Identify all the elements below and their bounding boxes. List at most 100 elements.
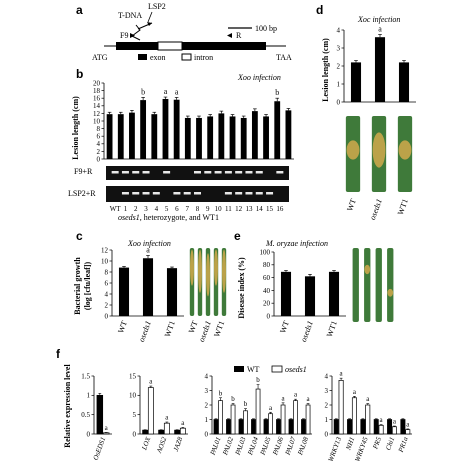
legend-wt-swatch (234, 366, 244, 372)
y-tick-label: 12 (93, 110, 101, 118)
y-tick-label: 2 (97, 148, 101, 156)
significance-letter: b (219, 389, 223, 397)
gel-lane-label: 16 (276, 205, 284, 213)
significance-letter: a (181, 419, 185, 427)
gene-label: PR1a (397, 435, 410, 454)
bar-oseds1 (338, 380, 344, 435)
gel-band-row2 (235, 192, 243, 195)
intron-block (157, 41, 183, 51)
bar (350, 62, 362, 102)
gel-lane-label: 11 (225, 205, 232, 213)
y-tick-label: 12 (101, 246, 109, 254)
bar-wt (251, 419, 256, 435)
tdna-label: T-DNA (118, 11, 142, 20)
bar-wt (226, 419, 231, 435)
y-tick-label: 0 (87, 430, 91, 438)
gel-caption-rest: , heterozygote, and WT1 (140, 213, 219, 222)
gel-band-row1 (111, 171, 119, 174)
y-tick-label: 18 (93, 87, 101, 95)
bar-oseds1 (102, 432, 110, 435)
y-tick-label: 0 (205, 430, 209, 438)
gel-lane-label: 1 (124, 205, 128, 213)
panel-e: e M. oryzae infection Disease index (%) … (234, 229, 396, 343)
y-tick-label: 1.5 (81, 372, 90, 380)
gel-band-row2 (152, 192, 160, 195)
y-tick-label: 20 (263, 300, 271, 308)
tdna-arrowhead (147, 22, 152, 26)
bar-wt (213, 419, 219, 435)
gel-lane-label: 6 (175, 205, 179, 213)
r-arrow (227, 33, 232, 38)
bar (285, 110, 292, 159)
y-tick-label: 1 (87, 392, 91, 400)
gel-lane-label: 8 (196, 205, 200, 213)
gel-row2-label: LSP2+R (68, 189, 96, 198)
gel-band-row1 (276, 171, 284, 174)
y-tick-label: 8 (97, 125, 101, 133)
panel-d-ylabel: Lesion length (cm) (321, 38, 330, 102)
gel-band-row2 (255, 192, 263, 195)
bar (129, 112, 135, 159)
leaf-lesion (206, 253, 210, 297)
gene-label: LOX (140, 435, 153, 452)
bar-oseds1 (147, 387, 154, 435)
gel-lane-label: 2 (134, 205, 138, 213)
y-tick-label: 1 (205, 416, 209, 424)
gel-lane-label: 3 (144, 205, 148, 213)
panel-label-c: c (76, 229, 83, 243)
y-tick-label: 0 (105, 312, 109, 320)
gel-band-row1 (142, 171, 150, 174)
gel-band-row2 (266, 192, 274, 195)
bar (263, 116, 269, 159)
gene-label: WRKY13 (327, 435, 343, 462)
leaf-lesion (387, 288, 394, 297)
panel-e-leaf-photo (350, 246, 396, 324)
bar-oseds1 (179, 427, 186, 435)
gel-band-row2 (183, 192, 191, 195)
f9-arrow (130, 33, 135, 38)
y-tick-label: 1 (337, 80, 341, 88)
leaf-photo-label: WT1 (396, 198, 410, 217)
panel-e-ylabel: Disease index (%) (237, 257, 246, 319)
exon-block-2 (182, 42, 266, 50)
bar (218, 113, 225, 159)
bar-oseds1 (255, 388, 261, 435)
panel-c-ylabel2: (log [cfu/leaf]) (83, 262, 92, 311)
bar (140, 100, 147, 159)
y-tick-label: 2 (337, 62, 341, 70)
gel-lane-label: 12 (235, 205, 243, 213)
panel-label-a: a (76, 3, 83, 17)
significance-letter: a (406, 420, 410, 428)
bar (280, 271, 292, 316)
bar-oseds1 (280, 404, 286, 435)
bar (118, 267, 130, 316)
bar (142, 258, 154, 316)
bar-oseds1 (293, 400, 298, 435)
x-tick-label: WT1 (325, 320, 339, 339)
f9-label: F9 (120, 31, 128, 40)
y-tick-label: 0 (97, 155, 101, 163)
y-tick-label: 20 (93, 79, 101, 87)
bar-oseds1 (243, 410, 248, 435)
leaf-lesion (346, 140, 360, 160)
significance-letter: b (231, 395, 235, 403)
gel-band-row2 (121, 192, 129, 195)
bar-wt (387, 419, 393, 435)
panel-b-ylabel: Lesion length (cm) (71, 96, 80, 160)
tdna-insertion-mark (131, 24, 141, 41)
gel-caption: oseds1, heterozygote, and WT1 (118, 213, 219, 222)
gene-label: Chi1 (384, 436, 396, 452)
y-tick-label: 0 (325, 430, 329, 438)
y-tick-label: 10 (129, 392, 137, 400)
gel-lane-label: 13 (245, 205, 253, 213)
x-tick-label: oseds1 (137, 320, 153, 344)
gene-label: OsEDS1 (92, 436, 108, 461)
panel-c: c Xoo infection Bacterial growth (log [c… (73, 229, 228, 343)
y-tick-label: 4 (205, 372, 209, 380)
significance-letter: a (294, 391, 298, 399)
taa-label: TAA (276, 53, 292, 62)
y-tick-label: 10 (93, 117, 101, 125)
bar-oseds1 (391, 426, 397, 435)
y-tick-label: 100 (260, 248, 271, 256)
